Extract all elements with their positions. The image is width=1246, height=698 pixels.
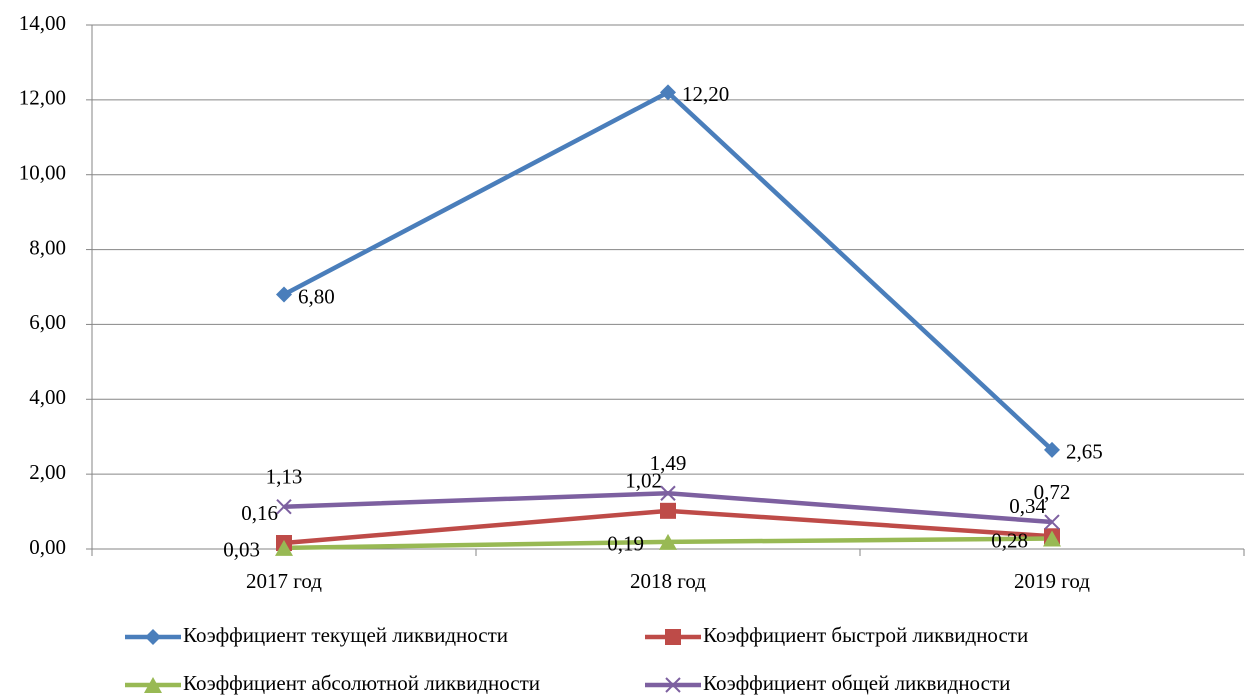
legend-label: Коэффициент абсолютной ликвидности bbox=[183, 671, 540, 695]
x-tick-label: 2017 год bbox=[246, 569, 322, 593]
y-tick-label: 8,00 bbox=[29, 235, 66, 259]
y-tick-label: 14,00 bbox=[19, 11, 66, 35]
data-label: 0,28 bbox=[991, 528, 1028, 552]
marker bbox=[665, 629, 681, 645]
y-tick-label: 0,00 bbox=[29, 535, 66, 559]
legend-label: Коэффициент текущей ликвидности bbox=[183, 623, 508, 647]
data-label: 1,02 bbox=[625, 469, 662, 493]
marker bbox=[276, 286, 292, 303]
data-label: 0,16 bbox=[241, 501, 278, 525]
data-label: 12,20 bbox=[682, 82, 729, 106]
y-tick-label: 4,00 bbox=[29, 385, 66, 409]
marker bbox=[660, 84, 676, 101]
data-label: 0,72 bbox=[1034, 480, 1071, 504]
data-label: 0,34 bbox=[1009, 494, 1046, 518]
marker bbox=[660, 485, 676, 501]
marker bbox=[1044, 514, 1060, 530]
x-tick-label: 2018 год bbox=[630, 569, 706, 593]
legend-label: Коэффициент быстрой ликвидности bbox=[703, 623, 1028, 647]
data-label: 0,03 bbox=[223, 538, 260, 562]
y-tick-label: 6,00 bbox=[29, 310, 66, 334]
marker bbox=[145, 629, 161, 645]
series-line bbox=[282, 90, 1054, 452]
y-tick-label: 2,00 bbox=[29, 460, 66, 484]
legend-label: Коэффициент общей ликвидности bbox=[703, 671, 1010, 695]
marker bbox=[665, 677, 681, 693]
marker bbox=[659, 533, 677, 550]
marker bbox=[144, 677, 162, 693]
data-label: 2,65 bbox=[1066, 440, 1103, 464]
data-label: 0,19 bbox=[607, 532, 644, 556]
marker bbox=[660, 502, 676, 519]
data-label: 1,49 bbox=[650, 451, 687, 475]
marker bbox=[1044, 441, 1060, 458]
x-tick-label: 2019 год bbox=[1014, 569, 1090, 593]
y-tick-label: 12,00 bbox=[19, 86, 66, 110]
marker bbox=[276, 498, 292, 515]
marker bbox=[275, 539, 293, 556]
y-tick-label: 10,00 bbox=[19, 161, 66, 185]
marker bbox=[1043, 530, 1061, 547]
data-label: 6,80 bbox=[298, 284, 335, 308]
data-label: 1,13 bbox=[266, 465, 303, 489]
